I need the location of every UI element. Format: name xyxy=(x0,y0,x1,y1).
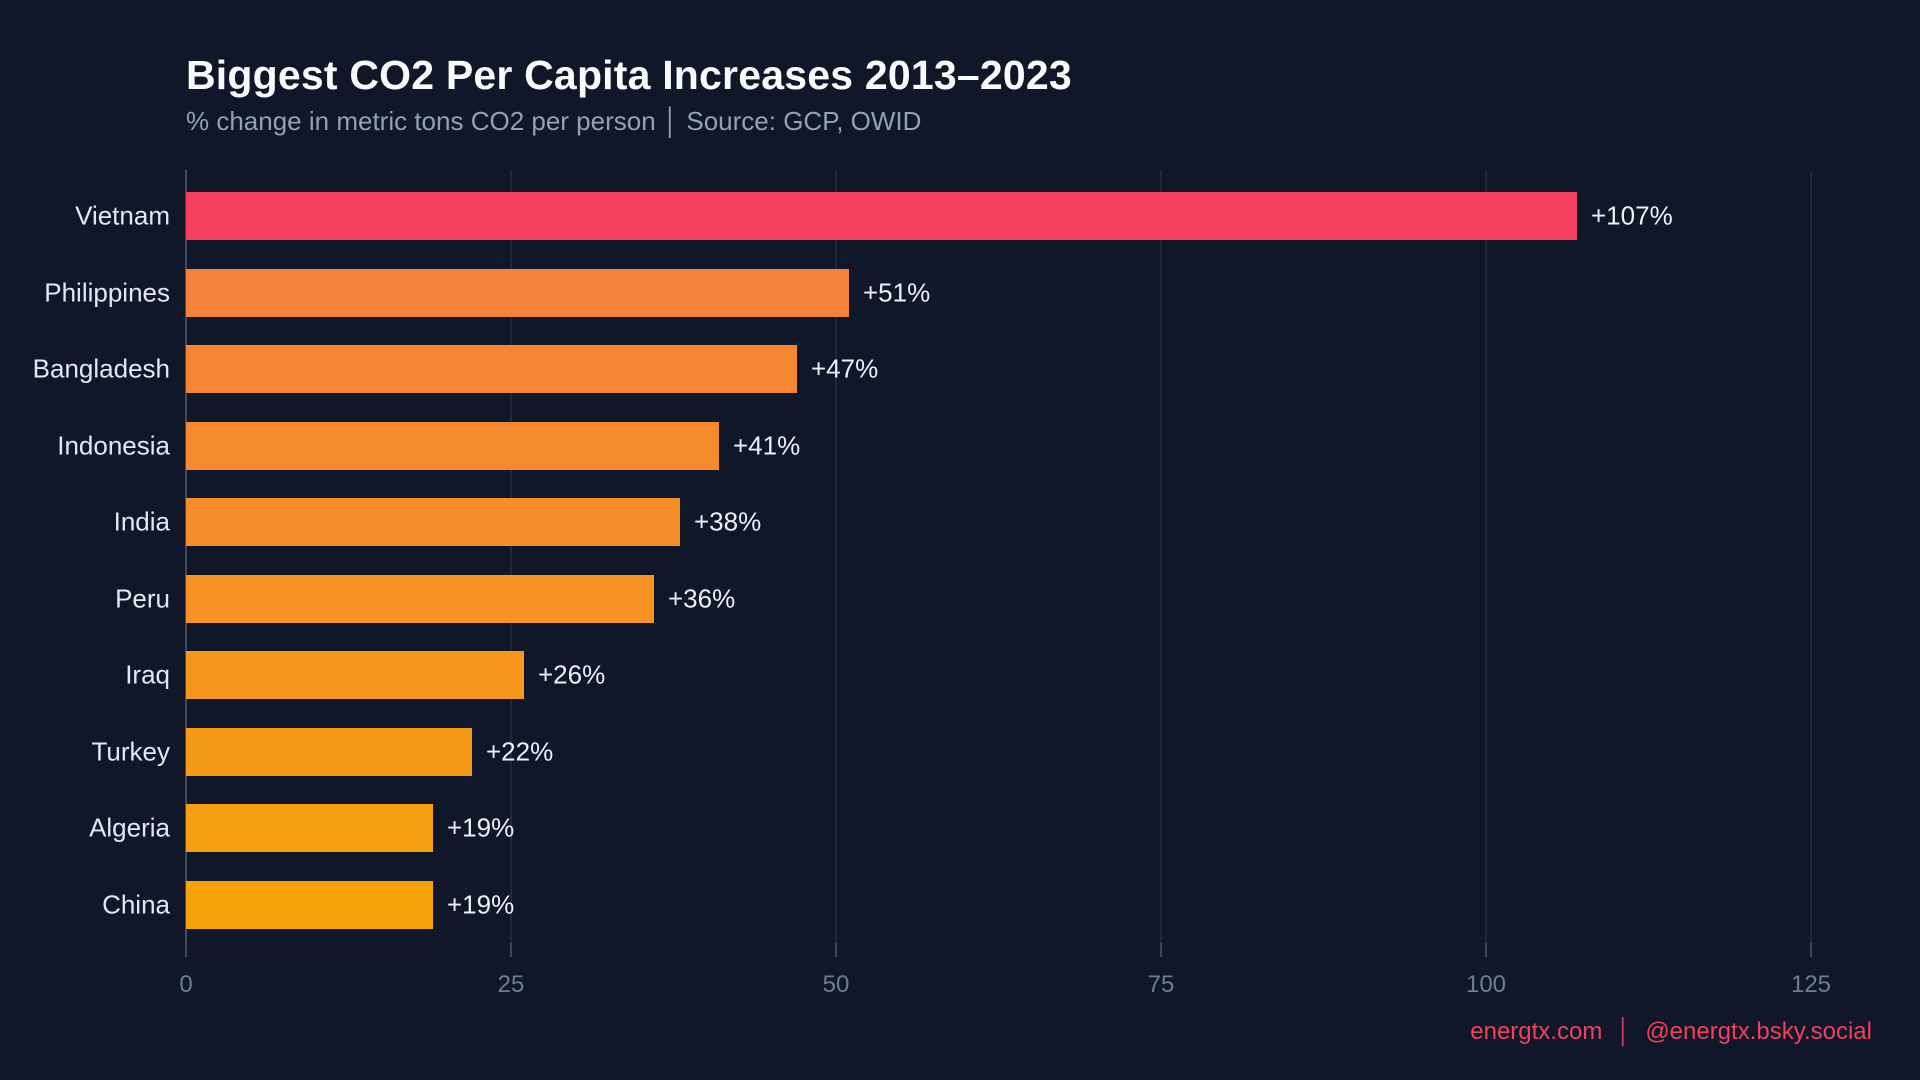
gridline-75 xyxy=(1160,170,1162,943)
gridline-125 xyxy=(1810,170,1812,943)
tick-mark-0 xyxy=(185,943,187,957)
tick-mark-100 xyxy=(1485,943,1487,957)
tick-mark-50 xyxy=(835,943,837,957)
category-label-india: India xyxy=(113,506,170,537)
bar-philippines xyxy=(186,268,849,317)
bar-row-philippines: Philippines +51% xyxy=(44,255,1811,332)
x-tick-label-75: 75 xyxy=(1147,971,1175,998)
bar-row-peru: Peru +36% xyxy=(115,561,1811,638)
bar-bangladesh xyxy=(186,345,797,394)
bar-row-turkey: Turkey +22% xyxy=(92,714,1811,791)
bar-row-vietnam: Vietnam +107% xyxy=(75,178,1811,255)
category-label-vietnam: Vietnam xyxy=(75,200,170,231)
value-label-turkey: +22% xyxy=(486,736,554,767)
bar-row-iraq: Iraq +26% xyxy=(125,637,1811,714)
bar-india xyxy=(186,498,680,547)
bar-indonesia xyxy=(186,421,719,470)
category-label-peru: Peru xyxy=(115,583,170,614)
bar-iraq xyxy=(186,651,524,700)
category-label-algeria: Algeria xyxy=(89,812,170,843)
value-label-algeria: +19% xyxy=(447,812,515,843)
category-label-china: China xyxy=(102,889,170,920)
bar-row-india: India +38% xyxy=(114,484,1811,561)
gridline-25 xyxy=(510,170,512,943)
value-label-philippines: +51% xyxy=(863,277,931,308)
bar-row-bangladesh: Bangladesh +47% xyxy=(33,331,1811,408)
bar-row-algeria: Algeria +19% xyxy=(89,790,1811,867)
gridline-100 xyxy=(1485,170,1487,943)
category-label-iraq: Iraq xyxy=(125,659,170,690)
plot-area: Vietnam +107% Philippines +51% Bangladesh +47… xyxy=(33,170,1831,998)
bar-rows-container: Vietnam +107% Philippines +51% Bangladesh +47… xyxy=(33,178,1811,944)
bar-row-china: China +19% xyxy=(102,867,1811,944)
bar-row-indonesia: Indonesia +41% xyxy=(57,408,1811,485)
x-tick-label-125: 125 xyxy=(1790,971,1832,998)
category-label-philippines: Philippines xyxy=(44,277,170,308)
chart-title: Biggest CO2 Per Capita Increases 2013–20… xyxy=(186,52,1072,98)
value-label-bangladesh: +47% xyxy=(811,353,879,384)
value-label-indonesia: +41% xyxy=(732,430,801,461)
footer-social-link: @energtx.bsky.social xyxy=(1645,1018,1872,1045)
chart-subtitle: % change in metric tons CO2 per person │… xyxy=(186,106,922,136)
value-label-india: +38% xyxy=(693,506,762,537)
value-label-peru: +36% xyxy=(667,583,736,614)
value-label-iraq: +26% xyxy=(537,659,606,690)
footer-site-link: energtx.com xyxy=(1470,1018,1603,1045)
bar-peru xyxy=(186,574,654,623)
bar-algeria xyxy=(186,804,433,853)
bar-china xyxy=(186,880,433,929)
gridline-50 xyxy=(835,170,837,943)
value-label-china: +19% xyxy=(447,889,515,920)
tick-mark-25 xyxy=(510,943,512,957)
footer-credits: energtx.com │ @energtx.bsky.social xyxy=(1470,1018,1872,1046)
bar-vietnam xyxy=(186,192,1577,241)
bar-turkey xyxy=(186,727,472,776)
x-tick-label-0: 0 xyxy=(179,971,193,998)
category-label-turkey: Turkey xyxy=(91,736,171,767)
tick-mark-125 xyxy=(1810,943,1812,957)
value-label-vietnam: +107% xyxy=(1591,200,1673,231)
tick-mark-75 xyxy=(1160,943,1162,957)
x-tick-label-50: 50 xyxy=(822,971,850,998)
x-tick-label-100: 100 xyxy=(1465,971,1507,998)
x-tick-label-25: 25 xyxy=(497,971,525,998)
footer-separator-bar: │ xyxy=(1616,1018,1632,1045)
category-label-indonesia: Indonesia xyxy=(57,430,170,461)
category-label-bangladesh: Bangladesh xyxy=(32,353,170,384)
gridline-0 xyxy=(185,170,187,943)
